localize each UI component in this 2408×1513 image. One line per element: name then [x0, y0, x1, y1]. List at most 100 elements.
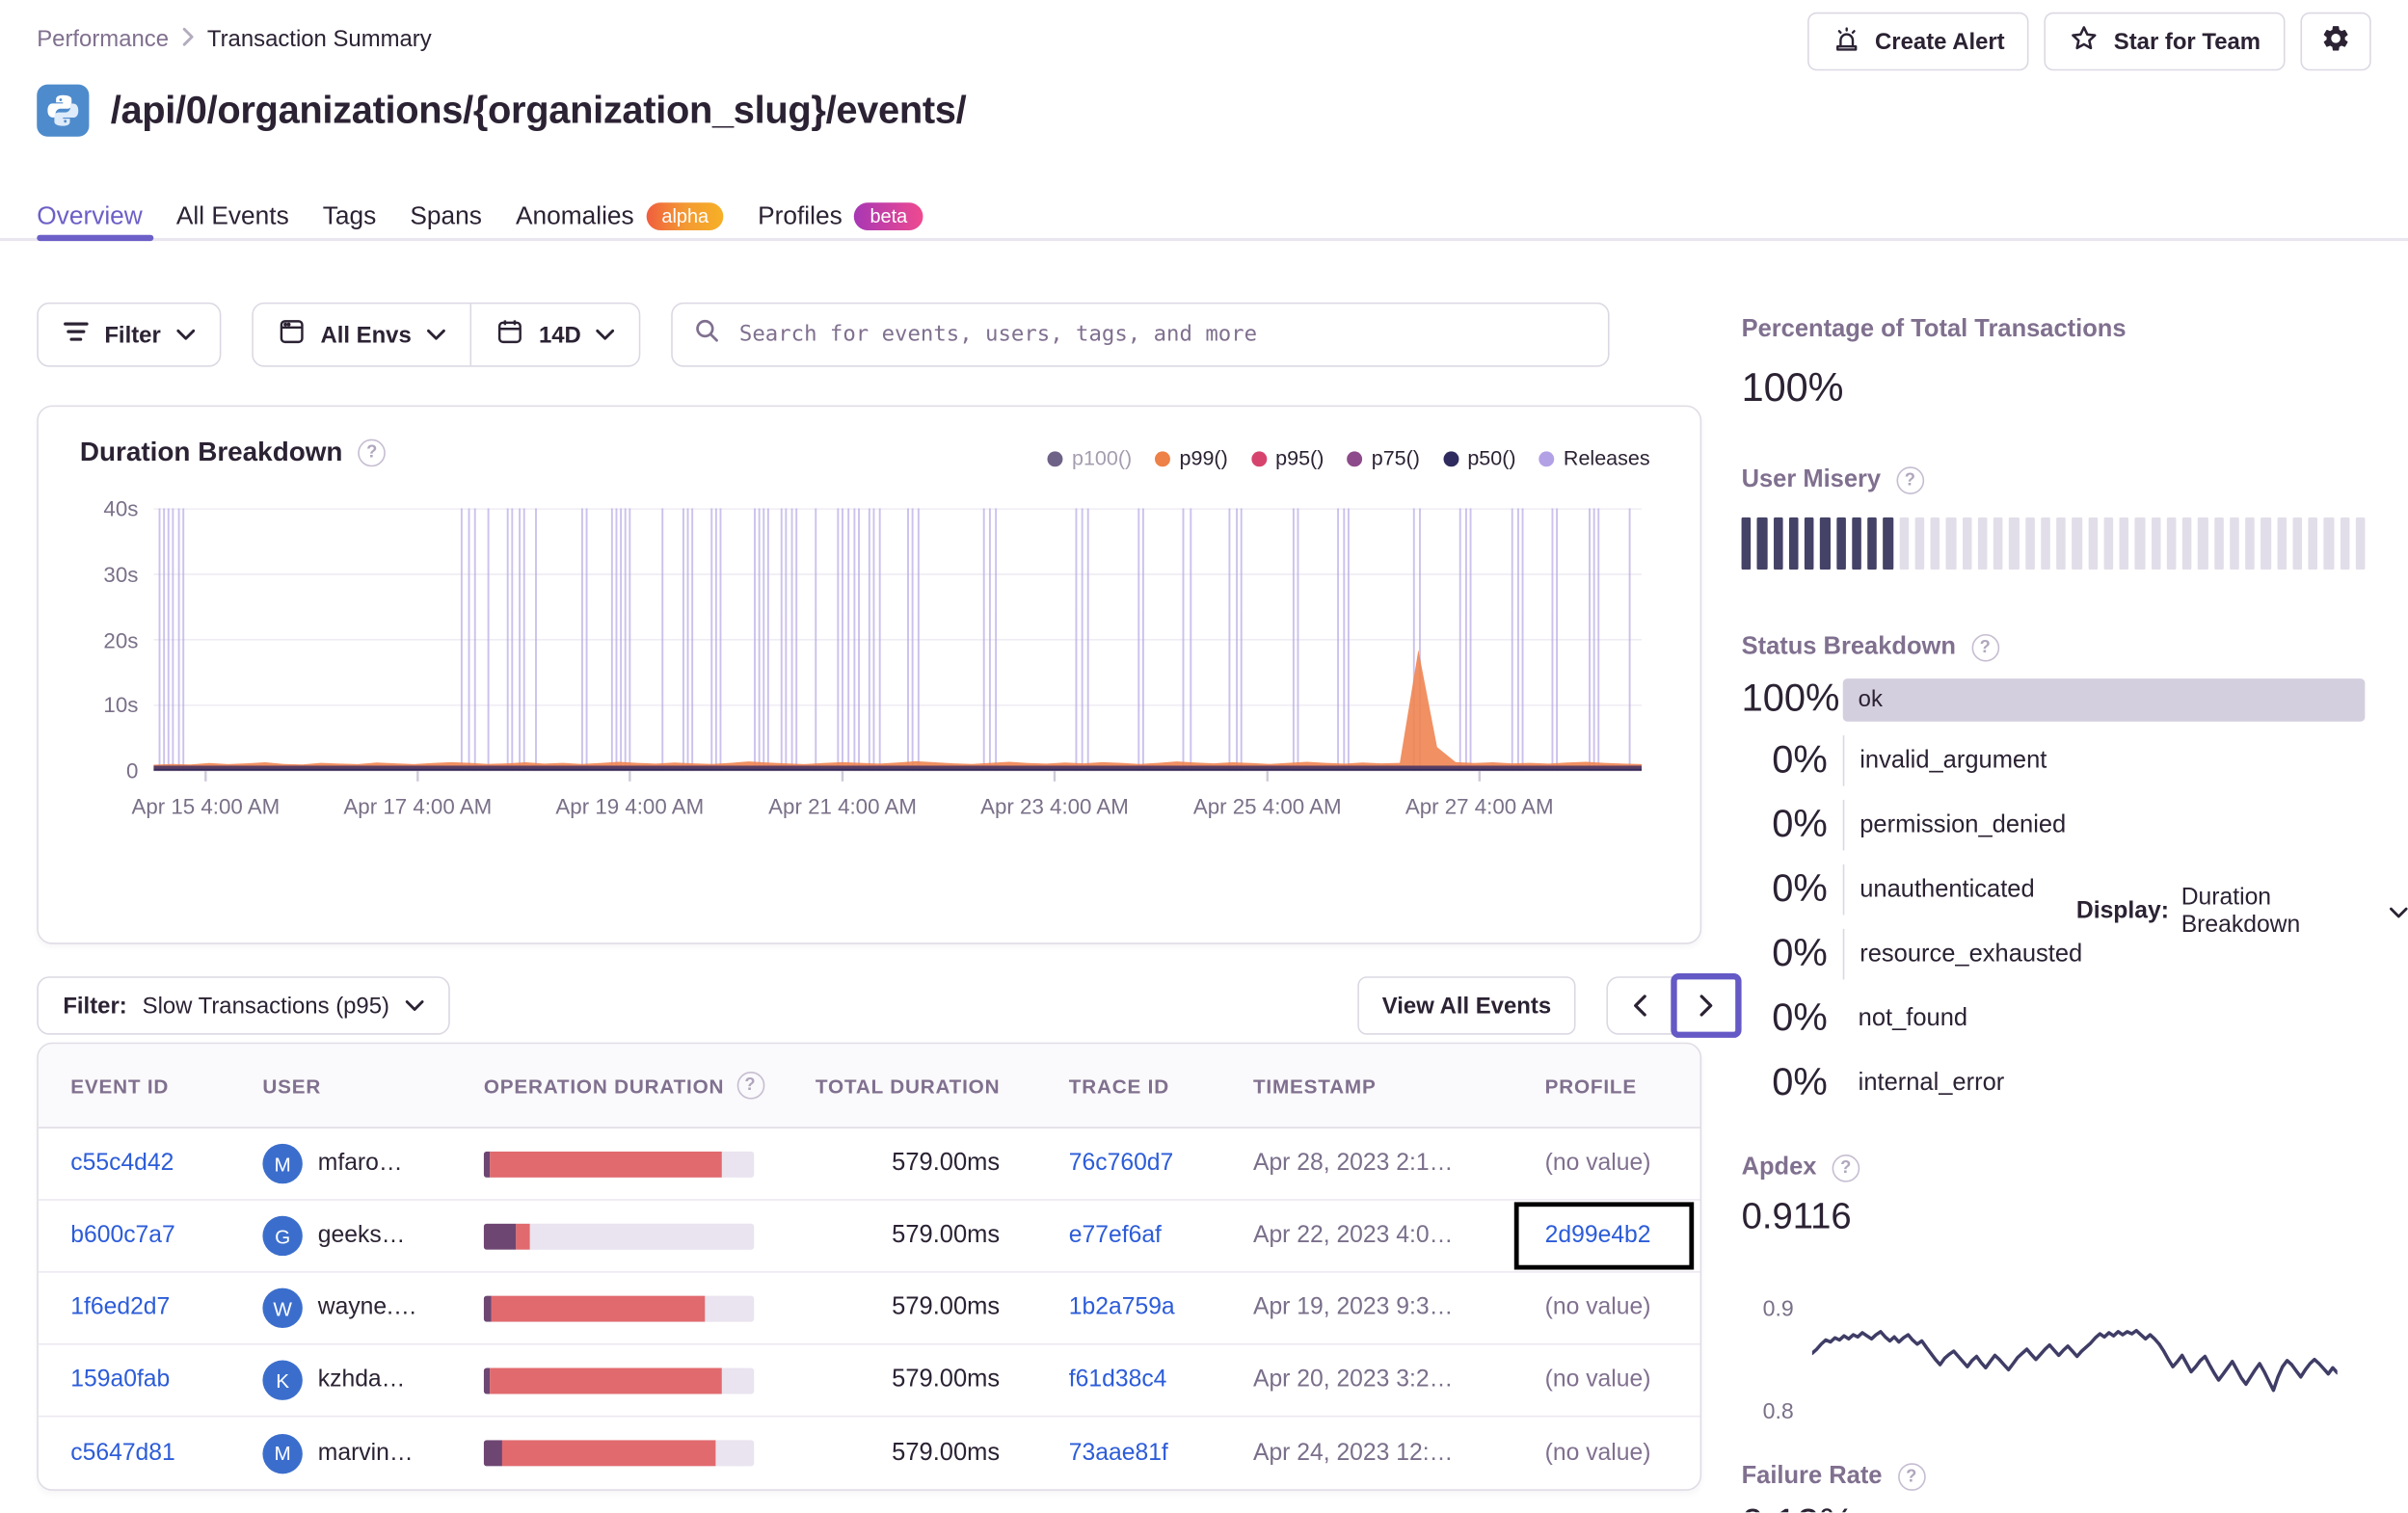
trace-id-link[interactable]: 73aae81f [1068, 1439, 1168, 1466]
chevron-down-icon [426, 329, 445, 340]
previous-page-button[interactable] [1608, 978, 1671, 1033]
search-input[interactable] [736, 320, 1588, 349]
event-id-link[interactable]: 159a0fab [70, 1366, 171, 1393]
misery-segment-empty [2261, 517, 2271, 571]
filter-icon [63, 321, 89, 349]
trace-id-link[interactable]: f61d38c4 [1068, 1366, 1167, 1393]
y-axis-tick: 10s [103, 692, 139, 717]
help-icon[interactable]: ? [1970, 633, 1999, 662]
x-axis-tick: Apr 19 4:00 AM [555, 793, 705, 819]
misery-segment-empty [2323, 517, 2334, 571]
operation-duration-bar [483, 1222, 755, 1249]
trace-id-link[interactable]: 1b2a759a [1068, 1293, 1175, 1321]
profile-cell: (no value) [1545, 1128, 1700, 1199]
environment-dropdown[interactable]: All Envs [253, 304, 470, 366]
misery-segment-empty [1914, 517, 1925, 571]
star-icon [2070, 23, 2100, 60]
total-transactions-heading: Percentage of Total Transactions [1741, 316, 2127, 343]
misery-segment-empty [1993, 517, 2003, 571]
timestamp: Apr 28, 2023 2:1… [1252, 1150, 1454, 1177]
trace-id-link[interactable]: 76c760d7 [1068, 1150, 1174, 1177]
user-name: mfaro… [317, 1150, 403, 1177]
status-row-resource_exhausted: 0% resource_exhausted [1742, 928, 2366, 980]
y-axis-tick: 20s [103, 626, 139, 652]
legend-item-p75[interactable]: p75() [1347, 447, 1420, 469]
misery-segment-empty [1898, 517, 1909, 571]
calendar-icon [495, 318, 523, 352]
column-header-timestamp[interactable]: TIMESTAMP [1252, 1074, 1377, 1098]
chevron-down-icon [175, 329, 195, 340]
help-icon[interactable]: ? [1897, 1463, 1926, 1491]
create-alert-label: Create Alert [1875, 28, 2005, 55]
profile-cell: (no value) [1545, 1417, 1700, 1489]
help-icon[interactable]: ? [1896, 466, 1924, 494]
display-dropdown[interactable]: Display: Duration Breakdown [2076, 885, 2408, 940]
tab-anomalies[interactable]: Anomalies alpha [515, 201, 725, 231]
x-axis-tick: Apr 25 4:00 AM [1192, 793, 1342, 819]
tab-overview[interactable]: Overview [37, 201, 143, 230]
misery-segment-empty [2134, 517, 2145, 571]
misery-segment-empty [2087, 517, 2098, 571]
python-logo-icon [37, 84, 90, 137]
column-header-user[interactable]: USER [262, 1074, 322, 1098]
misery-segment-empty [2308, 517, 2318, 571]
alpha-badge: alpha [646, 201, 725, 231]
misery-segment-filled [1851, 517, 1861, 571]
event-id-link[interactable]: c55c4d42 [70, 1150, 174, 1177]
column-header-event-id[interactable]: EVENT ID [70, 1074, 170, 1098]
next-page-button[interactable] [1671, 973, 1742, 1038]
search-icon [695, 318, 721, 352]
legend-dot [1538, 450, 1555, 466]
trace-id-link[interactable]: e77ef6af [1068, 1222, 1162, 1249]
column-header-profile[interactable]: PROFILE [1544, 1074, 1637, 1098]
legend-label: p95() [1275, 446, 1324, 470]
column-header-total-duration[interactable]: TOTAL DURATION [815, 1074, 1001, 1098]
tab-label: Tags [322, 201, 377, 230]
legend-item-releases[interactable]: Releases [1538, 447, 1650, 469]
help-icon[interactable]: ? [358, 438, 387, 466]
total-duration: 579.00ms [892, 1293, 1001, 1321]
filter-dropdown[interactable]: Filter [37, 302, 221, 367]
apdex-sparkline [1810, 1287, 2340, 1428]
misery-segment-empty [2009, 517, 2020, 571]
duration-chart [153, 508, 1643, 789]
legend-item-p99[interactable]: p99() [1155, 447, 1228, 469]
chart-legend: p100() p99() p95() p75() p50() Releases [1047, 446, 1650, 470]
breadcrumb-performance[interactable]: Performance [37, 26, 170, 53]
event-id-link[interactable]: 1f6ed2d7 [70, 1293, 171, 1321]
event-id-link[interactable]: c5647d81 [70, 1439, 175, 1466]
legend-item-p95[interactable]: p95() [1250, 446, 1324, 470]
column-header-operation-duration[interactable]: OPERATION DURATION? [484, 1071, 816, 1100]
star-for-team-button[interactable]: Star for Team [2045, 12, 2286, 71]
status-breakdown-heading: Status Breakdown ? [1742, 633, 1999, 662]
slow-transactions-filter-dropdown[interactable]: Filter: Slow Transactions (p95) [37, 976, 450, 1035]
tab-spans[interactable]: Spans [410, 201, 482, 230]
tab-label: Anomalies [515, 201, 634, 230]
duration-breakdown-title: Duration Breakdown [79, 436, 343, 467]
x-axis-tick: Apr 17 4:00 AM [343, 793, 493, 819]
tab-all-events[interactable]: All Events [176, 201, 289, 230]
legend-item-p50[interactable]: p50() [1442, 447, 1516, 469]
misery-segment-empty [2229, 517, 2239, 571]
tab-tags[interactable]: Tags [323, 201, 377, 230]
date-range-dropdown[interactable]: 14D [469, 304, 640, 366]
profile-link[interactable]: 2d99e4b2 [1544, 1222, 1651, 1249]
help-icon[interactable]: ? [736, 1071, 764, 1100]
view-all-events-button[interactable]: View All Events [1357, 976, 1576, 1035]
user-avatar: G [262, 1215, 303, 1257]
misery-segment-filled [1773, 517, 1783, 571]
failure-rate-heading: Failure Rate ? [1742, 1463, 1926, 1491]
chevron-down-icon [405, 1000, 423, 1011]
create-alert-button[interactable]: Create Alert [1806, 12, 2030, 71]
legend-item-p100[interactable]: p100() [1047, 447, 1132, 469]
tab-profiles[interactable]: Profiles beta [758, 201, 923, 231]
event-id-link[interactable]: b600c7a7 [70, 1222, 175, 1249]
help-icon[interactable]: ? [1832, 1155, 1860, 1182]
settings-button[interactable] [2300, 12, 2371, 71]
events-actions: View All Events [1357, 973, 1742, 1038]
header-actions: Create Alert Star for Team [1806, 12, 2371, 71]
column-header-trace-id[interactable]: TRACE ID [1068, 1074, 1169, 1098]
